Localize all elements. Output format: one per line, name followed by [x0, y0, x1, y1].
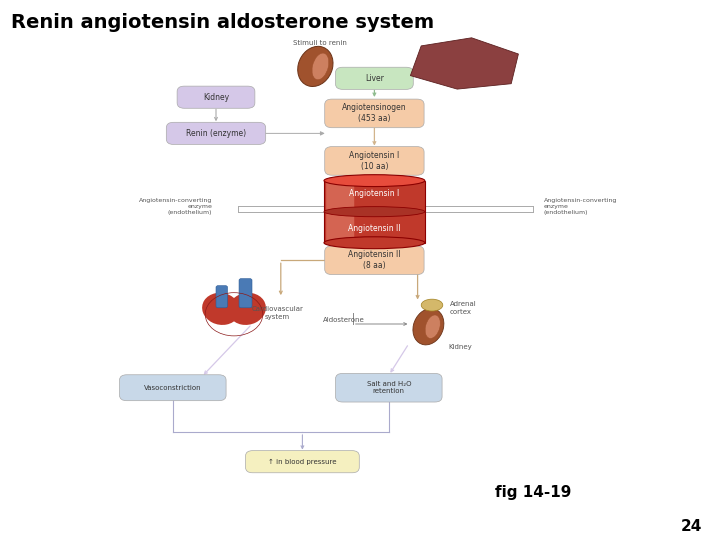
Ellipse shape — [312, 53, 329, 80]
Text: Kidney: Kidney — [203, 93, 229, 102]
Ellipse shape — [202, 293, 240, 325]
Text: Liver: Liver — [365, 74, 384, 83]
Text: Angiotensin-converting
enzyme
(endothelium): Angiotensin-converting enzyme (endotheli… — [139, 198, 212, 215]
FancyBboxPatch shape — [239, 279, 252, 308]
Text: Angiotensin I: Angiotensin I — [349, 189, 400, 198]
Ellipse shape — [228, 293, 266, 325]
FancyBboxPatch shape — [216, 286, 228, 308]
Text: Adrenal
cortex: Adrenal cortex — [450, 301, 477, 314]
Text: ↑ in blood pressure: ↑ in blood pressure — [268, 458, 337, 465]
Text: Angiotensinogen
(453 aa): Angiotensinogen (453 aa) — [342, 103, 407, 124]
Text: Angiotensin II
(8 aa): Angiotensin II (8 aa) — [348, 250, 400, 271]
FancyBboxPatch shape — [325, 99, 424, 127]
Ellipse shape — [324, 237, 425, 248]
Ellipse shape — [324, 207, 425, 217]
Text: fig 14-19: fig 14-19 — [495, 485, 571, 500]
FancyBboxPatch shape — [246, 450, 359, 473]
Polygon shape — [410, 38, 518, 89]
Ellipse shape — [324, 175, 425, 186]
Bar — [324, 180, 425, 243]
Text: Kidney: Kidney — [449, 343, 472, 350]
Text: Angiotensin I
(10 aa): Angiotensin I (10 aa) — [349, 151, 400, 171]
Text: Angiotensin-converting
enzyme
(endothelium): Angiotensin-converting enzyme (endotheli… — [544, 198, 617, 215]
FancyBboxPatch shape — [325, 246, 424, 275]
FancyBboxPatch shape — [326, 183, 354, 241]
Text: Aldosterone: Aldosterone — [323, 316, 365, 323]
Ellipse shape — [425, 315, 441, 339]
FancyBboxPatch shape — [166, 122, 266, 144]
FancyBboxPatch shape — [336, 374, 442, 402]
Text: 24: 24 — [680, 519, 702, 534]
Text: Renin (enzyme): Renin (enzyme) — [186, 129, 246, 138]
FancyBboxPatch shape — [120, 375, 226, 401]
Text: Stimuli to renin: Stimuli to renin — [294, 40, 347, 46]
Text: Angiotensin II: Angiotensin II — [348, 224, 400, 233]
FancyBboxPatch shape — [177, 86, 255, 108]
FancyBboxPatch shape — [325, 146, 424, 175]
FancyBboxPatch shape — [336, 67, 413, 89]
Text: Renin angiotensin aldosterone system: Renin angiotensin aldosterone system — [11, 14, 434, 32]
Text: Vasoconstriction: Vasoconstriction — [144, 384, 202, 391]
Text: Salt and H₂O
retention: Salt and H₂O retention — [366, 381, 411, 394]
Ellipse shape — [421, 299, 443, 311]
Ellipse shape — [413, 308, 444, 345]
Text: Cardiovascular
system: Cardiovascular system — [251, 307, 303, 320]
Ellipse shape — [297, 46, 333, 86]
